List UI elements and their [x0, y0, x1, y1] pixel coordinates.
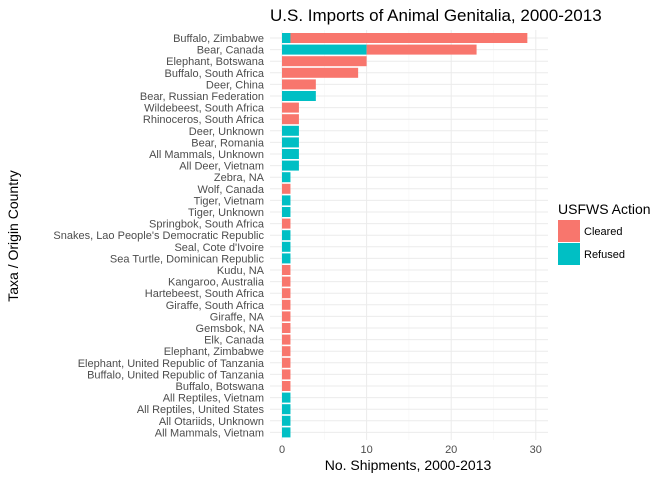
category-label: All Otariids, Unknown — [159, 416, 264, 428]
bar-cleared — [282, 381, 291, 391]
bar-refused — [282, 253, 291, 264]
bar-refused — [282, 160, 299, 171]
x-tick-labels: 0 10 20 30 — [279, 444, 542, 456]
bar-refused — [282, 241, 291, 252]
category-label: Elephant, United Republic of Tanzania — [78, 358, 265, 370]
bar-cleared — [282, 323, 291, 333]
category-label: Giraffe, South Africa — [166, 300, 265, 312]
bar-cleared — [282, 357, 291, 368]
bar-refused — [282, 404, 291, 415]
x-tick-label: 30 — [530, 444, 542, 456]
category-label: All Mammals, Vietnam — [155, 427, 264, 439]
category-label: Rhinoceros, South Africa — [143, 114, 265, 126]
legend-label-refused: Refused — [584, 249, 625, 261]
category-label: Gemsbok, NA — [196, 323, 265, 335]
bar-cleared — [290, 33, 528, 43]
bar-refused — [282, 137, 299, 148]
chart-title: U.S. Imports of Animal Genitalia, 2000-2… — [270, 6, 602, 25]
bar-cleared — [282, 183, 291, 194]
bar-refused — [282, 125, 299, 136]
bar-refused — [282, 33, 291, 43]
category-label: Wildebeest, South Africa — [144, 103, 265, 115]
bars — [282, 33, 528, 438]
legend: USFWS Action Cleared Refused — [558, 201, 651, 265]
category-label: Kangaroo, Australia — [168, 277, 265, 289]
bar-cleared — [366, 44, 477, 55]
bar-cleared — [282, 334, 291, 345]
category-label: Snakes, Lao People's Democratic Republic — [53, 230, 264, 242]
category-label: Giraffe, NA — [210, 311, 265, 323]
bar-cleared — [282, 56, 367, 67]
y-axis-title: Taxa / Origin Country — [5, 170, 21, 302]
legend-title: USFWS Action — [558, 201, 651, 217]
bar-cleared — [282, 67, 359, 78]
category-label: All Reptiles, United States — [137, 404, 265, 416]
x-tick-label: 20 — [445, 444, 457, 456]
bar-cleared — [282, 369, 291, 380]
category-label: Bear, Russian Federation — [140, 91, 264, 103]
bar-cleared — [282, 218, 291, 229]
category-label: Elk, Canada — [204, 335, 265, 347]
bar-cleared — [282, 79, 316, 90]
category-label: Elephant, Botswana — [166, 56, 265, 68]
x-axis-title: No. Shipments, 2000-2013 — [325, 457, 492, 473]
category-label: All Mammals, Unknown — [149, 149, 264, 161]
bar-refused — [282, 392, 291, 403]
bar-refused — [282, 230, 291, 241]
category-label: Kudu, NA — [217, 265, 265, 277]
category-label: Wolf, Canada — [198, 184, 265, 196]
category-label: Sea Turtle, Dominican Republic — [110, 253, 265, 265]
bar-cleared — [282, 276, 291, 287]
bar-refused — [282, 149, 299, 159]
category-label: Tiger, Unknown — [188, 207, 264, 219]
category-label: Seal, Cote d'Ivoire — [174, 242, 264, 254]
x-tick-label: 10 — [360, 444, 372, 456]
category-label: All Reptiles, Vietnam — [163, 393, 264, 405]
category-label: Buffalo, United Republic of Tanzania — [87, 369, 265, 381]
category-label: Tiger, Vietnam — [194, 195, 264, 207]
bar-refused — [282, 415, 291, 426]
bar-cleared — [282, 102, 299, 113]
bar-cleared — [282, 114, 299, 125]
bar-refused — [282, 427, 291, 438]
category-label: Bear, Romania — [191, 137, 265, 149]
category-label: Deer, Unknown — [189, 126, 264, 138]
grid — [270, 30, 548, 440]
category-label: Deer, China — [206, 79, 265, 91]
bar-cleared — [282, 288, 291, 299]
bar-cleared — [282, 265, 291, 275]
bar-cleared — [282, 311, 291, 322]
bar-refused — [282, 172, 291, 183]
category-label: Buffalo, Botswana — [176, 381, 265, 393]
legend-swatch-refused — [558, 243, 580, 265]
category-label: Bear, Canada — [197, 45, 265, 57]
bar-cleared — [282, 346, 291, 357]
bar-cleared — [282, 299, 291, 310]
category-label: Springbok, South Africa — [149, 219, 265, 231]
category-label: All Deer, Vietnam — [179, 161, 264, 173]
legend-swatch-cleared — [558, 220, 580, 242]
bar-refused — [282, 44, 367, 55]
category-label: Elephant, Zimbabwe — [164, 346, 264, 358]
x-tick-label: 0 — [279, 444, 285, 456]
category-label: Buffalo, Zimbabwe — [173, 33, 264, 45]
bar-refused — [282, 91, 316, 101]
category-label: Zebra, NA — [214, 172, 265, 184]
bar-refused — [282, 207, 291, 217]
category-label: Buffalo, South Africa — [165, 68, 265, 80]
category-label: Hartebeest, South Africa — [145, 288, 265, 300]
legend-label-cleared: Cleared — [584, 226, 623, 238]
bar-refused — [282, 195, 291, 206]
